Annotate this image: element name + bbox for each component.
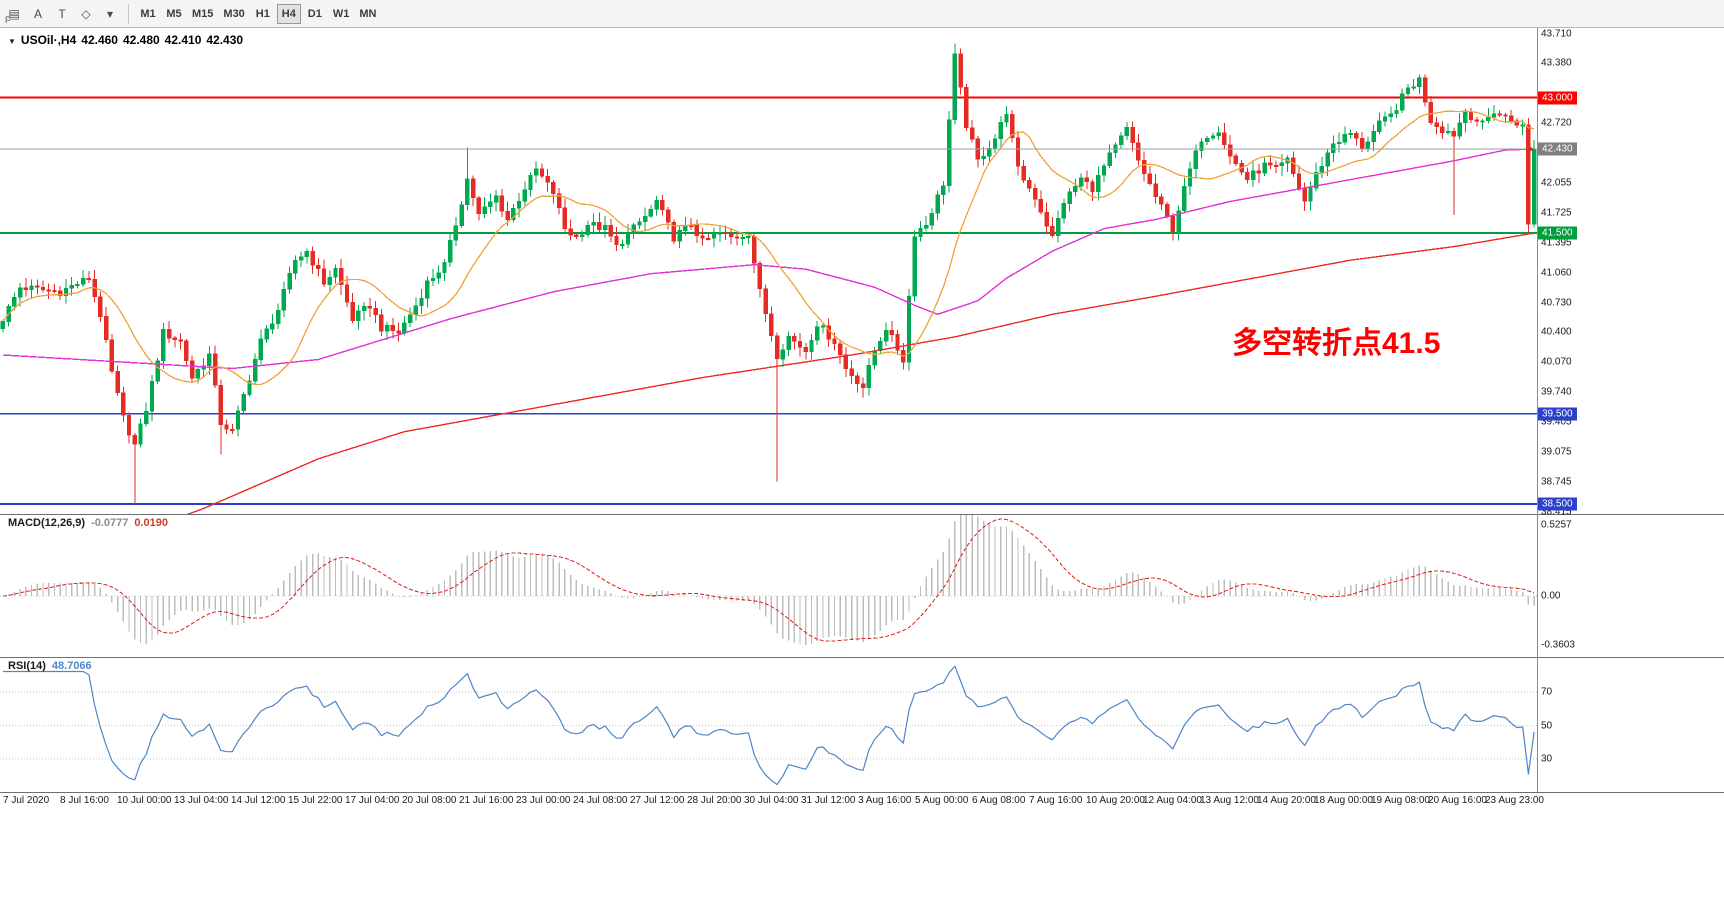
symbol-dropdown-icon[interactable]: ▼ <box>8 37 16 46</box>
macd-name: MACD(12,26,9) <box>8 517 86 529</box>
time-axis-label: 21 Jul 16:00 <box>459 795 514 806</box>
macd-chart[interactable] <box>0 515 1537 657</box>
price-axis-tick: 41.395 <box>1541 237 1572 249</box>
price-axis-tick: 40.400 <box>1541 326 1572 338</box>
quote-label: ▼ USOil·,H4 42.460 42.480 42.410 42.430 <box>8 33 248 47</box>
time-axis-label: 6 Aug 08:00 <box>972 795 1026 806</box>
time-axis-label: 30 Jul 04:00 <box>744 795 799 806</box>
time-axis-label: 23 Aug 23:00 <box>1485 795 1544 806</box>
price-axis-tick: 39.075 <box>1541 446 1572 458</box>
time-axis-label: 10 Aug 20:00 <box>1086 795 1145 806</box>
quote-low: 42.410 <box>164 33 202 47</box>
macd-value-main: -0.0777 <box>91 517 129 529</box>
time-axis-label: 28 Jul 20:00 <box>687 795 742 806</box>
macd-label: MACD(12,26,9) -0.0777 0.0190 <box>8 517 174 529</box>
time-axis-label: 15 Jul 22:00 <box>288 795 343 806</box>
price-axis-tick: 42.055 <box>1541 177 1572 189</box>
grid-icon[interactable]: ▤ <box>8 6 20 21</box>
time-axis-label: 12 Aug 04:00 <box>1143 795 1202 806</box>
tf-button-w1[interactable]: W1 <box>332 7 350 20</box>
toolbar-separator <box>128 3 129 24</box>
price-axis-tick: 39.740 <box>1541 386 1572 398</box>
time-axis-label: 7 Aug 16:00 <box>1029 795 1083 806</box>
main-chart[interactable] <box>0 28 1537 514</box>
macd-axis-label: -0.3603 <box>1541 639 1575 651</box>
price-axis-tick: 38.745 <box>1541 476 1572 488</box>
time-axis-label: 13 Aug 12:00 <box>1200 795 1259 806</box>
rsi-value: 48.7066 <box>51 660 92 672</box>
macd-axis-label: 0.00 <box>1541 590 1561 602</box>
price-line-tag: 41.500 <box>1538 226 1577 240</box>
price-axis-tick: 41.060 <box>1541 267 1572 279</box>
quote-high: 42.480 <box>122 33 160 47</box>
top-toolbar: ▤ A T ◇ ▾ M1 M5 M15 M30 H1 H4 D1 W1 MN <box>0 0 1724 28</box>
price-axis-tick: 41.725 <box>1541 207 1572 219</box>
timeframe-bar: M1 M5 M15 M30 H1 H4 D1 W1 MN <box>135 0 381 27</box>
tool-bar-icons: ▤ A T ◇ ▾ <box>2 0 122 27</box>
rsi-label: RSI(14) 48.7066 <box>8 660 98 672</box>
price-axis-tick: 43.380 <box>1541 57 1572 69</box>
time-axis-label: 27 Jul 12:00 <box>630 795 685 806</box>
panel-divider[interactable] <box>0 657 1724 658</box>
time-axis-label: 20 Jul 08:00 <box>402 795 457 806</box>
rsi-chart[interactable] <box>0 658 1537 792</box>
time-axis-label: 18 Aug 00:00 <box>1314 795 1373 806</box>
time-axis-label: 7 Jul 2020 <box>3 795 50 806</box>
macd-axis-label: 0.5257 <box>1541 519 1572 531</box>
time-axis-label: 13 Jul 04:00 <box>174 795 229 806</box>
price-line-tag: 43.000 <box>1538 91 1577 105</box>
time-axis-label: 23 Jul 00:00 <box>516 795 571 806</box>
rsi-axis-label: 30 <box>1541 753 1553 765</box>
chart-annotation: 多空转折点41.5 <box>1232 327 1441 360</box>
price-axis-separator <box>1537 28 1538 792</box>
price-axis-tick: 39.405 <box>1541 416 1572 428</box>
time-axis-divider <box>0 792 1724 793</box>
price-axis-tick: 38.415 <box>1541 506 1572 518</box>
tf-button-h1[interactable]: H1 <box>255 7 270 20</box>
price-axis-tick: 43.710 <box>1541 28 1572 39</box>
fx-label: F <box>5 15 11 25</box>
tf-button-mn[interactable]: MN <box>359 7 377 20</box>
tf-button-m30[interactable]: M30 <box>223 7 245 20</box>
time-axis-label: 14 Aug 20:00 <box>1257 795 1316 806</box>
tf-button-m5[interactable]: M5 <box>166 7 182 20</box>
panel-divider[interactable] <box>0 514 1724 515</box>
price-axis-tick: 40.070 <box>1541 356 1572 368</box>
tf-button-m15[interactable]: M15 <box>192 7 214 20</box>
last-price-marker <box>1526 145 1535 154</box>
price-line-tag: 42.430 <box>1538 142 1577 156</box>
time-axis-label: 17 Jul 04:00 <box>345 795 400 806</box>
rsi-axis-label: 70 <box>1541 686 1553 698</box>
time-axis-label: 5 Aug 00:00 <box>915 795 969 806</box>
price-axis-tick: 40.730 <box>1541 297 1572 309</box>
time-axis-label: 31 Jul 12:00 <box>801 795 856 806</box>
quote-open: 42.460 <box>81 33 118 47</box>
price-line-tag: 39.500 <box>1538 407 1577 421</box>
time-axis-label: 8 Jul 16:00 <box>60 795 109 806</box>
time-axis-label: 20 Aug 16:00 <box>1428 795 1487 806</box>
macd-value-signal: 0.0190 <box>134 517 168 529</box>
quote-close: 42.430 <box>206 33 244 47</box>
rsi-name: RSI(14) <box>8 660 46 672</box>
price-axis-tick: 42.720 <box>1541 117 1572 129</box>
shapes-tool-icon[interactable]: ◇ <box>81 6 91 21</box>
rsi-axis-label: 50 <box>1541 720 1553 731</box>
tf-button-d1[interactable]: D1 <box>307 7 322 20</box>
pointer-a-icon[interactable]: A <box>33 6 42 21</box>
tf-button-m1[interactable]: M1 <box>140 7 156 20</box>
time-axis-label: 24 Jul 08:00 <box>573 795 628 806</box>
time-axis-label: 3 Aug 16:00 <box>858 795 912 806</box>
price-line-tag: 38.500 <box>1538 497 1577 511</box>
time-axis-label: 10 Jul 00:00 <box>117 795 172 806</box>
text-tool-icon[interactable]: T <box>58 6 66 21</box>
tf-button-h4[interactable]: H4 <box>276 3 301 24</box>
quote-symbol: USOil·,H4 <box>20 33 77 47</box>
tools-dropdown-caret-icon[interactable]: ▾ <box>106 6 114 21</box>
time-axis-label: 14 Jul 12:00 <box>231 795 286 806</box>
time-axis-label: 19 Aug 08:00 <box>1371 795 1430 806</box>
